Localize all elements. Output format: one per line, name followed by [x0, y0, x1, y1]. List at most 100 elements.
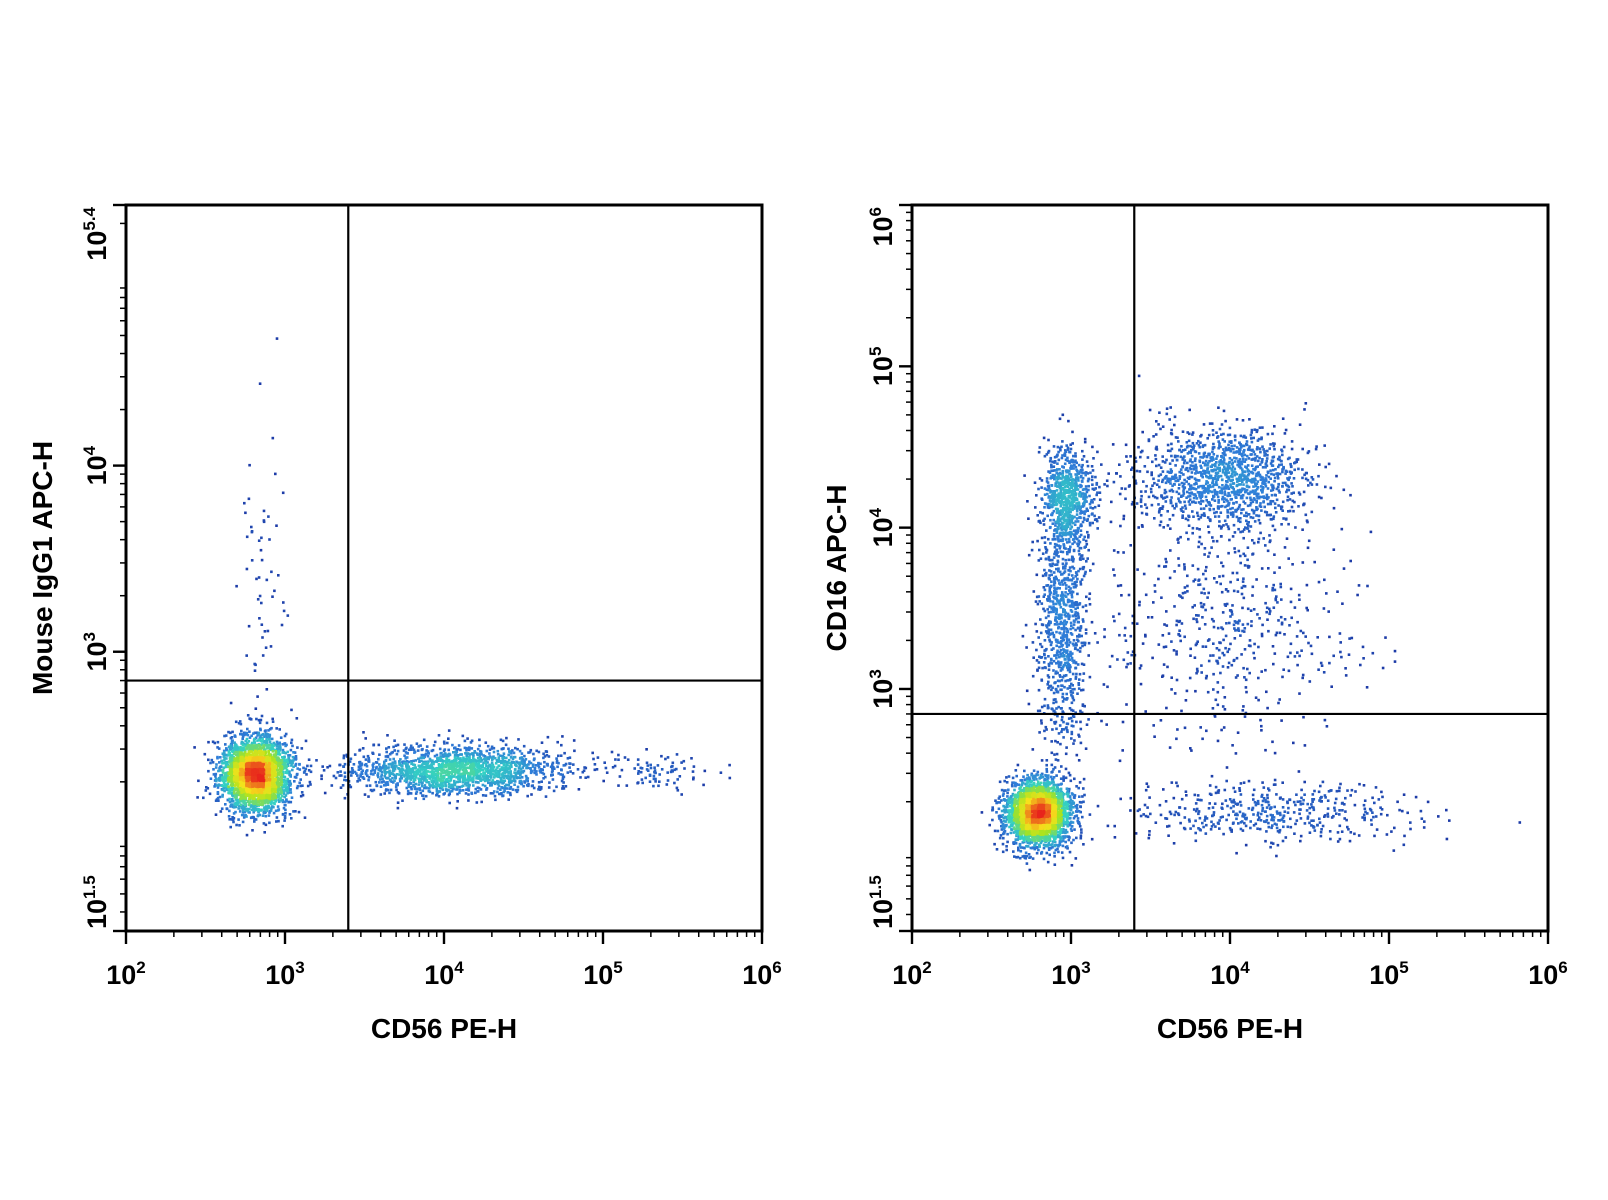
p2-event-dot [1157, 577, 1160, 581]
p1-event-dot [447, 775, 451, 778]
p1-event-dot [231, 739, 234, 743]
p1-event-dot [402, 773, 406, 777]
p1-event-dot [211, 761, 215, 764]
p1-event-dot [274, 785, 277, 789]
p1-event-dot [254, 776, 258, 779]
p1-event-dot [537, 761, 540, 765]
p1-event-dot [273, 589, 276, 593]
p1-event-dot [315, 759, 318, 762]
p1-event-dot [469, 779, 472, 782]
p1-event-dot [277, 752, 280, 755]
p1-event-dot [447, 788, 450, 792]
p2-event-dot [1335, 474, 1338, 478]
p2-event-dot [1025, 689, 1029, 693]
p1-event-dot [479, 777, 482, 780]
p1-event-dot [507, 747, 510, 751]
p1-event-dot [295, 717, 299, 720]
p1-event-dot [374, 780, 378, 784]
p1-event-dot [509, 779, 512, 783]
p1-event-dot [258, 799, 262, 803]
p1-event-dot [502, 776, 506, 779]
p1-event-dot [377, 775, 380, 779]
p1-event-dot [246, 758, 249, 762]
p1-event-dot [266, 758, 270, 761]
p1-event-dot [238, 773, 242, 777]
p2-event-dot [1318, 463, 1321, 466]
p1-event-dot [404, 757, 407, 760]
p1-event-dot [246, 792, 250, 795]
p1-event-dot [270, 778, 274, 781]
p1-event-dot [377, 757, 380, 761]
p1-event-dot [493, 794, 497, 798]
p2-event-dot [1102, 683, 1106, 686]
p1-event-dot [404, 769, 407, 773]
p1-event-dot [257, 814, 260, 817]
p1-event-dot [352, 763, 356, 766]
p2-event-dot [1260, 729, 1263, 732]
p1-event-dot [229, 805, 232, 808]
p1-event-dot [283, 795, 286, 799]
p1-event-dot [208, 792, 212, 796]
p1-event-dot [389, 788, 393, 792]
p1-event-dot [481, 778, 484, 781]
p1-event-dot [505, 776, 509, 780]
p1-event-dot [380, 773, 384, 776]
p1-event-dot [356, 774, 359, 777]
p1-event-dot [257, 752, 261, 755]
p1-event-dot [282, 779, 285, 783]
p1-event-dot [423, 753, 427, 757]
p1-event-dot [257, 808, 260, 811]
p1-event-dot [232, 812, 236, 815]
p1-event-dot [372, 762, 375, 765]
p2-event-dot [1067, 419, 1070, 423]
p2-event-dot [1021, 634, 1025, 638]
p1-event-dot [475, 801, 479, 804]
p1-event-dot [253, 669, 257, 672]
p1-event-dot [243, 731, 247, 735]
p1-event-dot [433, 740, 437, 744]
p1-event-dot [235, 753, 238, 757]
p1-event-dot [261, 764, 264, 768]
p1-event-dot [279, 766, 283, 770]
p1-event-dot [232, 761, 236, 764]
p1-event-dot [275, 747, 279, 751]
p1-event-dot [418, 774, 422, 777]
p1-event-dot [360, 772, 364, 775]
p1-event-dot [497, 760, 501, 763]
p1-event-dot [230, 759, 234, 763]
p1-event-dot [250, 530, 254, 533]
p2-event-dot [1090, 837, 1094, 841]
p1-event-dot [399, 768, 402, 772]
p1-event-dot [240, 813, 244, 817]
p1-event-dot [400, 777, 403, 780]
p1-event-dot [692, 765, 696, 768]
p1-event-dot [418, 788, 422, 791]
p1-event-dot [449, 763, 452, 767]
p1-event-dot [551, 763, 554, 766]
p1-event-dot [357, 768, 361, 771]
p1-event-dot [268, 738, 271, 741]
p1-event-dot [242, 796, 246, 800]
p1-event-dot [444, 769, 447, 773]
p1-event-dot [257, 774, 260, 778]
p1-event-dot [560, 779, 564, 783]
p1-event-dot [511, 788, 515, 791]
p1-event-dot [233, 767, 237, 771]
p1-event-dot [271, 763, 275, 766]
p1-event-dot [234, 794, 238, 797]
p1-event-dot [476, 756, 480, 760]
p1-event-dot [561, 735, 564, 738]
p1-event-dot [507, 772, 510, 775]
p1-event-dot [451, 759, 454, 763]
p1-event-dot [670, 769, 674, 772]
p1-event-dot [246, 781, 250, 785]
p1-event-dot [245, 567, 249, 571]
p1-event-dot [388, 769, 391, 773]
p1-event-dot [365, 769, 369, 772]
p1-event-dot [230, 736, 234, 739]
p1-event-dot [245, 746, 248, 750]
p2-event-dot [1025, 646, 1028, 649]
p1-event-dot [216, 786, 220, 789]
p1-event-dot [413, 750, 417, 754]
p1-event-dot [264, 814, 268, 818]
